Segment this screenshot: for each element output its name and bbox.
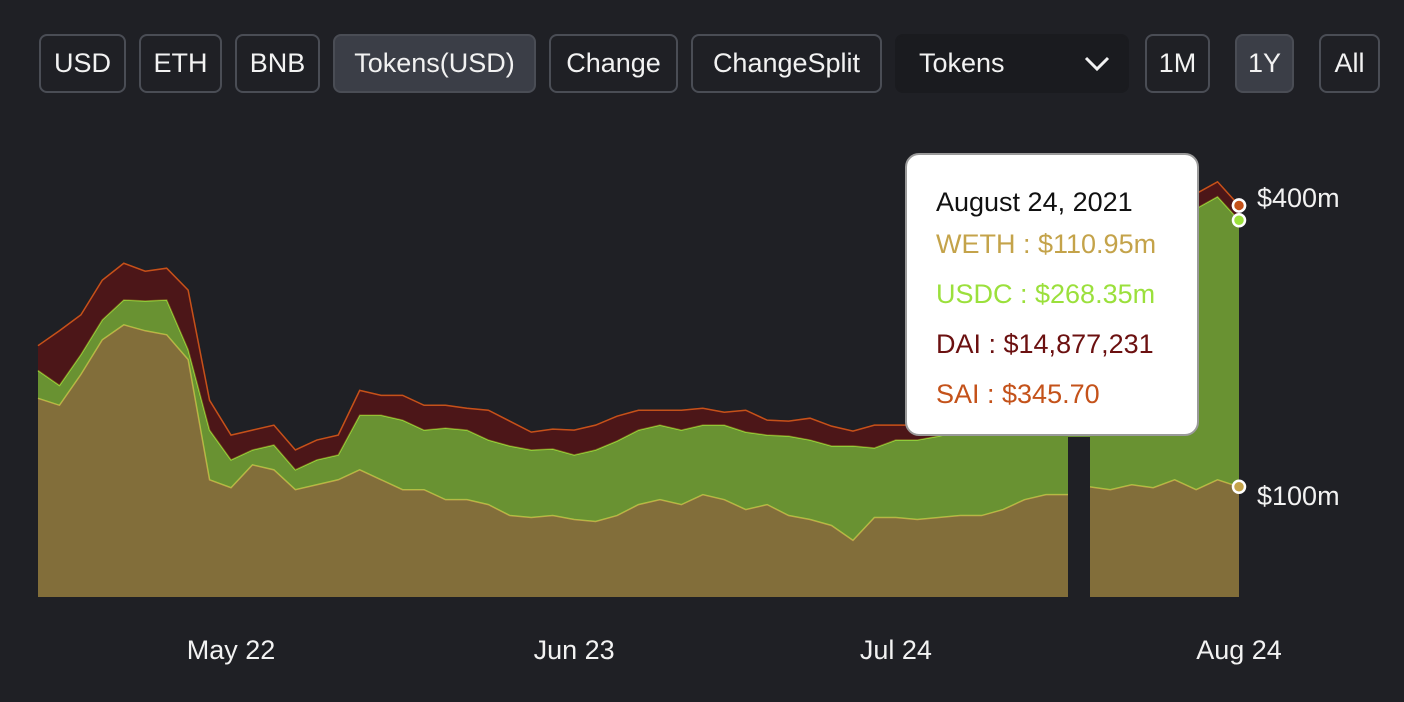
view-button[interactable]: Tokens(USD) [333,34,536,93]
area [38,181,1239,470]
range-button[interactable]: 1M [1145,34,1210,93]
tooltip-item: DAI : $14,877,231 [936,329,1154,359]
y-tick-label: $100m [1257,481,1340,511]
currency-button[interactable]: BNB [235,34,320,93]
tooltip-item: SAI : $345.70 [936,379,1100,409]
currency-button[interactable]: USD [39,34,126,93]
view-button[interactable]: ChangeSplit [691,34,882,93]
chevron [1084,56,1110,72]
dropdown-label: Tokens [919,48,1005,78]
range-button[interactable]: All [1319,34,1380,93]
view-button[interactable]: Change [549,34,678,93]
dropdown[interactable]: Tokens [895,34,1129,93]
x-tick-label: Jul 24 [860,635,932,665]
area [38,324,1239,597]
end-point [1231,198,1247,213]
x-tick-label: May 22 [187,635,276,665]
currency-button[interactable]: ETH [139,34,222,93]
tooltip-title: August 24, 2021 [936,187,1133,217]
range-button[interactable]: 1Y [1235,34,1294,93]
hover-cursor [1068,437,1090,597]
x-tick-label: Aug 24 [1196,635,1282,665]
tooltip: August 24, 2021 WETH : $110.95m USDC : $… [905,153,1199,436]
tooltip-item: WETH : $110.95m [936,229,1157,259]
tooltip-item: USDC : $268.35m [936,279,1156,309]
end-point [1231,479,1247,495]
x-tick-label: Jun 23 [534,635,615,665]
end-point [1231,212,1247,228]
y-tick-label: $400m [1257,183,1340,213]
area [38,196,1239,541]
